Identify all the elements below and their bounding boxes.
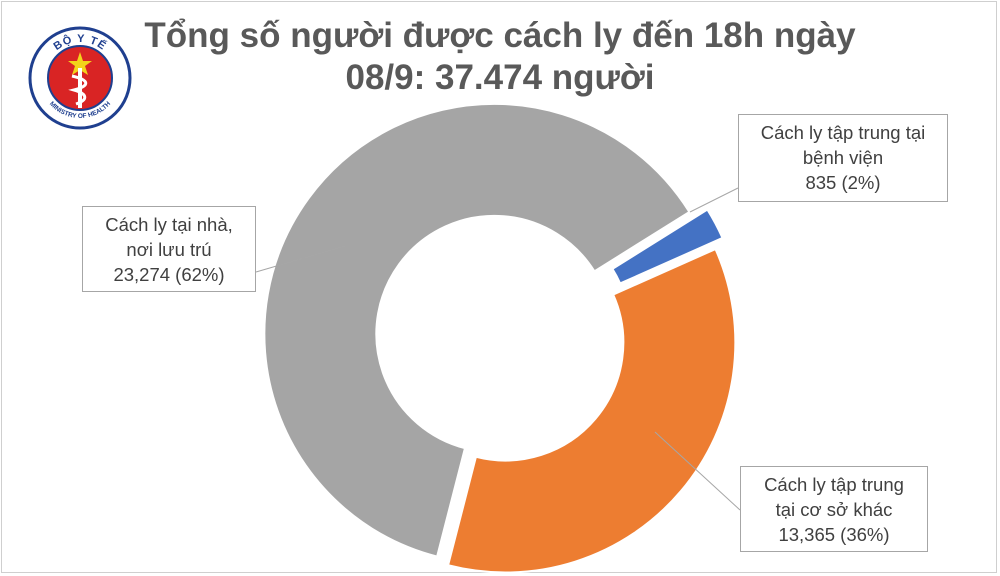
chart-slices bbox=[263, 102, 737, 574]
svg-text:BỘ Y TẾ: BỘ Y TẾ bbox=[52, 33, 109, 53]
leader-line-other-facility bbox=[654, 431, 741, 511]
data-label-home: Cách ly tại nhà, nơi lưu trú 23,274 (62%… bbox=[82, 206, 256, 292]
data-label-hospital-line-1: Cách ly tập trung tại bbox=[760, 122, 926, 143]
data-label-home-line-1: Cách ly tại nhà, bbox=[105, 214, 233, 235]
slice-home bbox=[263, 102, 691, 558]
data-label-hospital-value: 835 (2%) bbox=[805, 172, 881, 193]
data-label-home-line-2: nơi lưu trú bbox=[126, 239, 212, 260]
logo-top-text: BỘ Y TẾ bbox=[52, 33, 108, 53]
logo-snake-icon bbox=[68, 74, 88, 106]
data-label-other-facility-value: 13,365 (36%) bbox=[778, 524, 890, 545]
leader-line-hospital bbox=[689, 187, 739, 213]
data-label-home-value: 23,274 (62%) bbox=[113, 264, 225, 285]
logo-star-icon bbox=[68, 52, 92, 75]
data-label-hospital-line-2: bệnh viện bbox=[802, 147, 884, 168]
chart-title-line-1: Tổng số người được cách ly đến 18h ngày bbox=[144, 16, 856, 55]
slice-other-facility bbox=[446, 247, 737, 574]
data-label-other-facility-line-2: tại cơ sở khác bbox=[775, 499, 893, 520]
chart-title-line-2: 08/9: 37.474 người bbox=[345, 58, 655, 97]
data-label-other-facility-line-1: Cách ly tập trung bbox=[764, 474, 904, 495]
ministry-of-health-logo: BỘ Y TẾ MINISTRY OF HEALTH bbox=[28, 26, 132, 130]
data-label-hospital: Cách ly tập trung tại bệnh viện 835 (2%) bbox=[738, 114, 948, 202]
data-label-other-facility: Cách ly tập trung tại cơ sở khác 13,365 … bbox=[740, 466, 928, 552]
chart-leader-lines bbox=[255, 187, 741, 511]
slice-hospital bbox=[611, 208, 724, 285]
leader-line-home bbox=[255, 245, 346, 273]
